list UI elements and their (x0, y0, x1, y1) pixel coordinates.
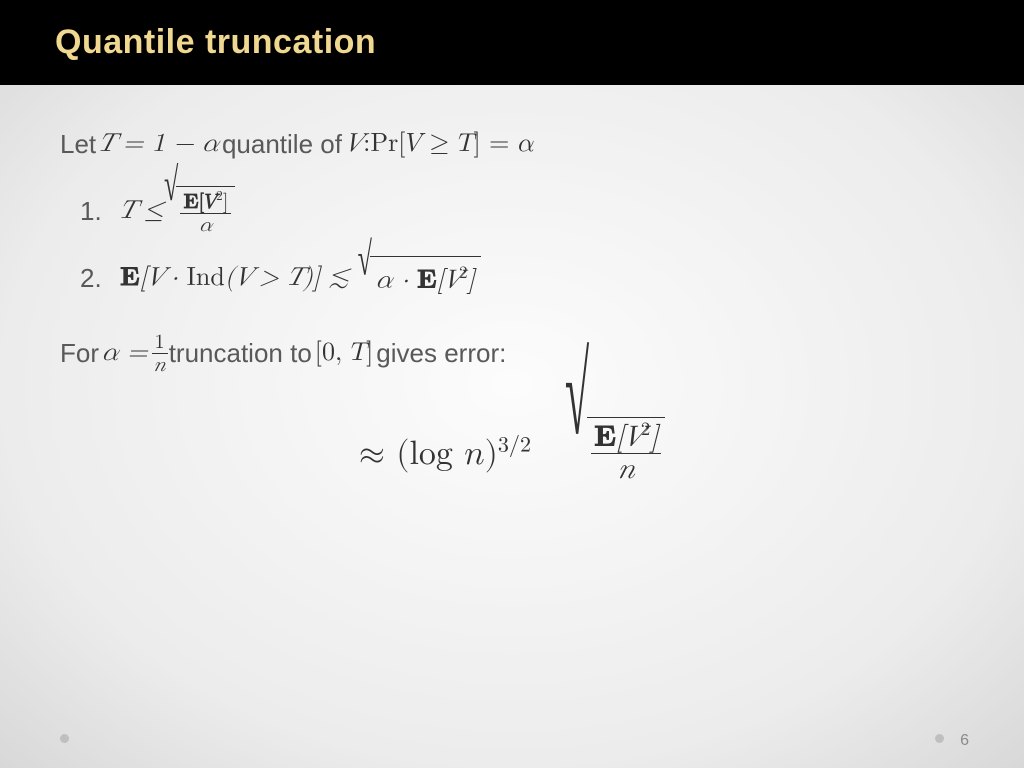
item1-lhs: 𝑇 ≤ (120, 192, 164, 231)
list-item-1: 1. 𝑇 ≤ √ 𝐄[𝑉2] 𝛼 (80, 186, 964, 236)
result-equation: ≈ (log 𝑛)3/2 √ 𝐄[𝑉2] 𝑛 (60, 417, 964, 486)
sqrt-icon: √ (565, 310, 589, 490)
list-item-2: 2. 𝐄[𝑉 · Ind(𝑉 > 𝑇)] ≲ √ 𝛼 · 𝐄[𝑉2] (80, 256, 964, 301)
sqrt-icon: √ (358, 224, 372, 304)
result-frac: 𝐄[𝑉2] 𝑛 (591, 420, 661, 486)
result-sqrt: √ 𝐄[𝑉2] 𝑛 (565, 417, 665, 486)
math-Pr: Pr[𝑉 ≥ 𝑇] = 𝛼 (370, 125, 534, 164)
sqrt-icon: √ (164, 149, 178, 240)
sqrt-content: 𝐄[𝑉2] 𝑛 (587, 417, 665, 486)
numbered-list: 1. 𝑇 ≤ √ 𝐄[𝑉2] 𝛼 2. 𝐄[𝑉 · Ind(𝑉 > 𝑇)] ≲ (60, 186, 964, 301)
exp-3-2: 3/2 (498, 434, 531, 456)
slide-title: Quantile truncation (55, 23, 376, 62)
marker-1: 1. (80, 192, 120, 231)
alpha-eq: 𝛼 = (102, 334, 148, 373)
item1-frac: 𝐄[𝑉2] 𝛼 (180, 189, 231, 236)
frac-top: 𝐄[𝑉2] (180, 189, 231, 214)
frac-bot: 𝛼 (196, 214, 215, 236)
page-number: 6 (960, 732, 969, 750)
intro-mid: quantile of (222, 125, 342, 164)
marker-2: 2. (80, 259, 120, 298)
for-prefix: For (60, 334, 99, 373)
for-line: For 𝛼 = 1 𝑛 truncation to [0, 𝑇] gives e… (60, 331, 964, 377)
for-suffix: gives error: (376, 334, 506, 373)
one-over-n: 1 𝑛 (151, 331, 169, 377)
for-mid: truncation to (169, 334, 312, 373)
item2-lhs: 𝐄[𝑉 · Ind(𝑉 > 𝑇)] ≲ (120, 259, 358, 298)
math-T-eq: 𝑇 = 1 − 𝛼 (99, 125, 219, 164)
math-V: 𝑉 (345, 125, 360, 164)
item1-sqrt: √ 𝐄[𝑉2] 𝛼 (164, 186, 235, 236)
intro-line: Let 𝑇 = 1 − 𝛼 quantile of 𝑉 : Pr[𝑉 ≥ 𝑇] … (60, 125, 964, 164)
slide-body: Let 𝑇 = 1 − 𝛼 quantile of 𝑉 : Pr[𝑉 ≥ 𝑇] … (0, 85, 1024, 486)
sqrt-content: 𝛼 · 𝐄[𝑉2] (370, 256, 481, 301)
frac-bot: 𝑛 (615, 454, 638, 486)
interval: [0, 𝑇] (315, 334, 374, 373)
decoration-dot-left (60, 734, 69, 743)
colon: : (363, 125, 370, 164)
slide-header: Quantile truncation (0, 0, 1024, 85)
sqrt-content: 𝐄[𝑉2] 𝛼 (176, 186, 235, 236)
item2-sqrt: √ 𝛼 · 𝐄[𝑉2] (358, 256, 481, 301)
frac-top: 𝐄[𝑉2] (591, 420, 661, 454)
decoration-dot-right (935, 734, 944, 743)
intro-prefix: Let (60, 125, 96, 164)
approx: ≈ (log 𝑛) (359, 437, 498, 471)
